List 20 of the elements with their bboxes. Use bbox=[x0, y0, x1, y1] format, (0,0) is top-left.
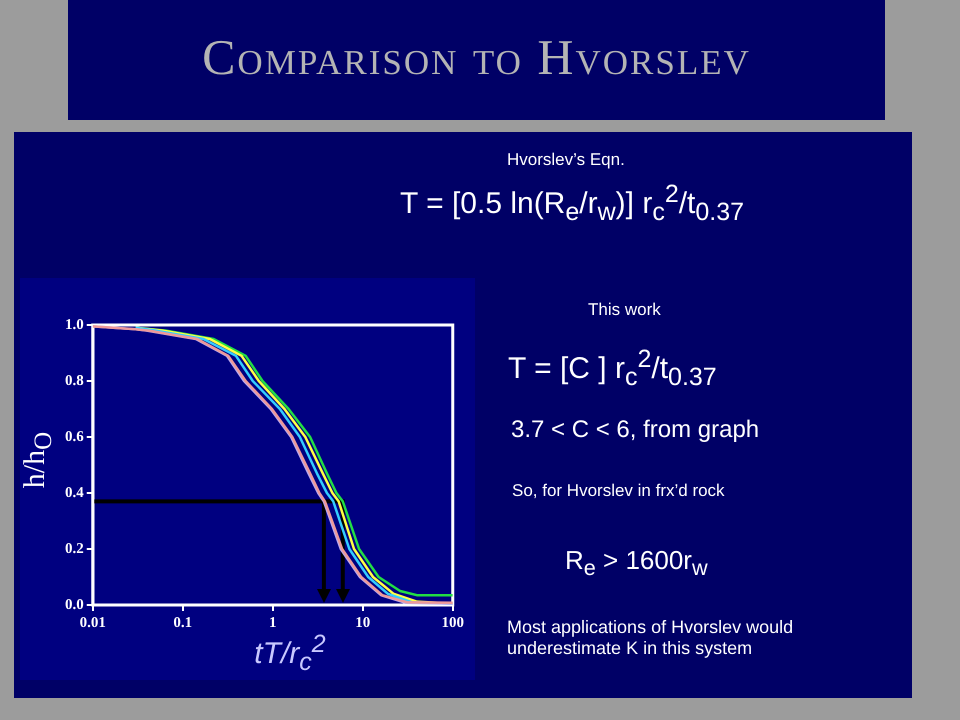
y-tick-label: 0.0 bbox=[65, 596, 84, 613]
y-tick-label: 0.4 bbox=[65, 484, 84, 501]
x-tick-label: 0.1 bbox=[173, 614, 192, 631]
text: This work bbox=[588, 300, 661, 320]
x-tick-label: 0.01 bbox=[80, 614, 106, 631]
text: T = [0.5 ln(R$_{e}$/r$_{w}$)] r$_{c}$$^{2}$/t$_{0.37}$ bbox=[400, 180, 744, 226]
text: Most applications of Hvorslev would underestimate K in this system bbox=[507, 617, 794, 659]
y-tick-label: 0.2 bbox=[65, 540, 84, 557]
text: R$_{e}$ > 1600r$_{w}$ bbox=[565, 545, 708, 582]
text: T = [C ] r$_{c}$$^{2}$/t$_{0.37}$ bbox=[508, 345, 717, 392]
x-tick-label: 1 bbox=[269, 614, 276, 631]
x-tick-label: 10 bbox=[355, 614, 370, 631]
text: So, for Hvorslev in frx’d rock bbox=[512, 481, 725, 501]
text: Hvorslev’s Eqn. bbox=[507, 150, 625, 170]
x-tick-label: 100 bbox=[442, 614, 464, 631]
y-tick-label: 1.0 bbox=[65, 316, 84, 333]
text: 3.7 < C < 6, from graph bbox=[511, 416, 760, 444]
chart-title: Comparison to Hvorslev bbox=[201, 28, 752, 86]
y-tick-label: 0.6 bbox=[65, 428, 84, 445]
y-tick-label: 0.8 bbox=[65, 372, 84, 389]
